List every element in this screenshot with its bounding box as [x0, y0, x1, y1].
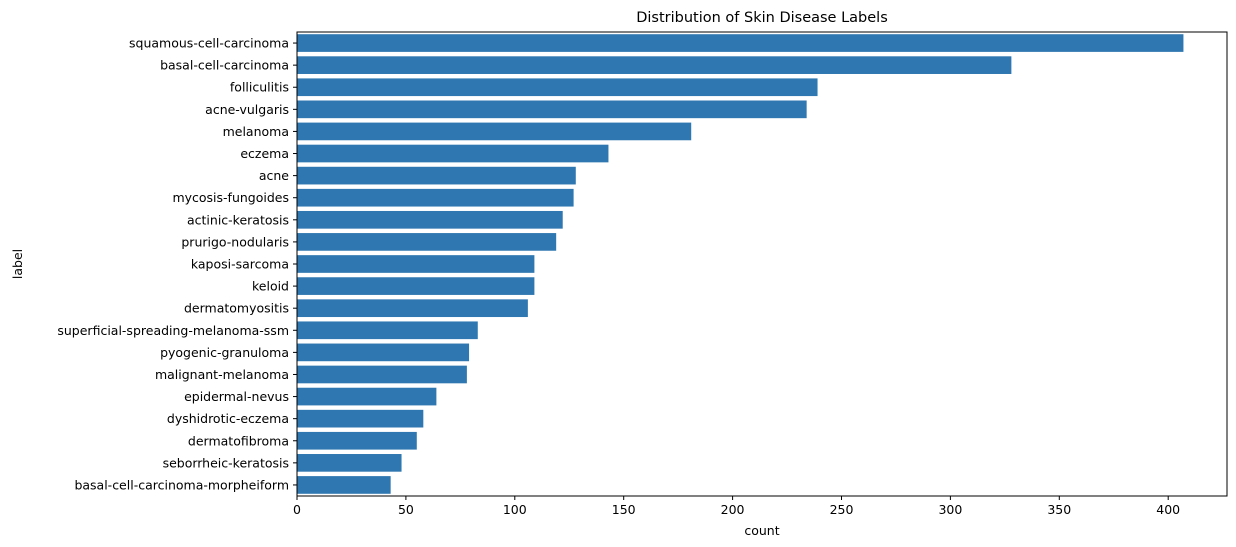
- x-axis-label: count: [744, 523, 779, 538]
- y-tick-label: seborrheic-keratosis: [163, 455, 289, 470]
- y-tick-label: pyogenic-granuloma: [160, 345, 289, 360]
- bars-layer: [297, 34, 1184, 494]
- bar-epidermal-nevus: [297, 387, 437, 406]
- y-tick-label: prurigo-nodularis: [181, 234, 289, 249]
- plot-border: [296, 31, 1228, 497]
- x-tick-label: 350: [1047, 502, 1071, 517]
- x-tick-label: 400: [1156, 502, 1180, 517]
- y-tick-label: eczema: [240, 146, 289, 161]
- y-tick-label: dermatofibroma: [188, 433, 289, 448]
- bar-mycosis-fungoides: [297, 188, 574, 207]
- y-tick-label: basal-cell-carcinoma-morpheiform: [74, 477, 289, 492]
- y-tick-label: kaposi-sarcoma: [191, 257, 289, 272]
- y-tick-label: basal-cell-carcinoma: [160, 58, 289, 73]
- y-tick-label: malignant-melanoma: [155, 367, 289, 382]
- x-tick-label: 0: [293, 502, 301, 517]
- bar-actinic-keratosis: [297, 210, 563, 229]
- bar-eczema: [297, 144, 609, 163]
- y-tick-label: folliculitis: [230, 80, 289, 95]
- y-tick-label: acne: [259, 168, 289, 183]
- bar-dermatomyositis: [297, 299, 528, 318]
- bar-dyshidrotic-eczema: [297, 409, 424, 428]
- y-tick-label: keloid: [252, 279, 289, 294]
- bar-kaposi-sarcoma: [297, 255, 535, 273]
- bar-squamous-cell-carcinoma: [297, 34, 1184, 52]
- x-tick-label: 150: [612, 502, 636, 517]
- bar-acne-vulgaris: [297, 100, 807, 119]
- y-axis-label: label: [10, 249, 25, 279]
- bar-keloid: [297, 277, 535, 295]
- x-tick-label: 100: [503, 502, 527, 517]
- y-tick-label: actinic-keratosis: [187, 212, 289, 227]
- bar-prurigo-nodularis: [297, 233, 557, 251]
- bar-folliculitis: [297, 78, 818, 97]
- plot-frame: [296, 31, 1228, 497]
- x-tick-label: 200: [721, 502, 745, 517]
- y-tick-label: mycosis-fungoides: [172, 190, 289, 205]
- bar-acne: [297, 166, 576, 185]
- y-axis-ticks: squamous-cell-carcinoma basal-cell-carcin…: [57, 36, 297, 492]
- bar-pyogenic-granuloma: [297, 343, 470, 362]
- y-tick-label: dyshidrotic-eczema: [167, 411, 289, 426]
- x-tick-label: 250: [830, 502, 854, 517]
- y-tick-label: acne-vulgaris: [205, 102, 289, 117]
- y-tick-label: dermatomyositis: [184, 301, 289, 316]
- y-tick-label: epidermal-nevus: [184, 389, 289, 404]
- x-tick-label: 300: [938, 502, 962, 517]
- bar-seborrheic-keratosis: [297, 454, 402, 472]
- bar-basal-cell-carcinoma-morpheiform: [297, 476, 391, 494]
- y-tick-label: superficial-spreading-melanoma-ssm: [57, 323, 289, 338]
- chart-title: Distribution of Skin Disease Labels: [636, 10, 888, 26]
- bar-basal-cell-carcinoma: [297, 56, 1012, 74]
- x-tick-label: 50: [398, 502, 414, 517]
- y-tick-label: squamous-cell-carcinoma: [129, 36, 289, 51]
- bar-malignant-melanoma: [297, 365, 467, 384]
- bar-superficial-spreading-melanoma-ssm: [297, 321, 478, 340]
- y-tick-label: melanoma: [223, 124, 289, 139]
- bar-dermatofibroma: [297, 431, 417, 450]
- x-axis-ticks: 0 50 100 150 200 250 300 350 400: [293, 496, 1180, 517]
- bar-melanoma: [297, 122, 692, 141]
